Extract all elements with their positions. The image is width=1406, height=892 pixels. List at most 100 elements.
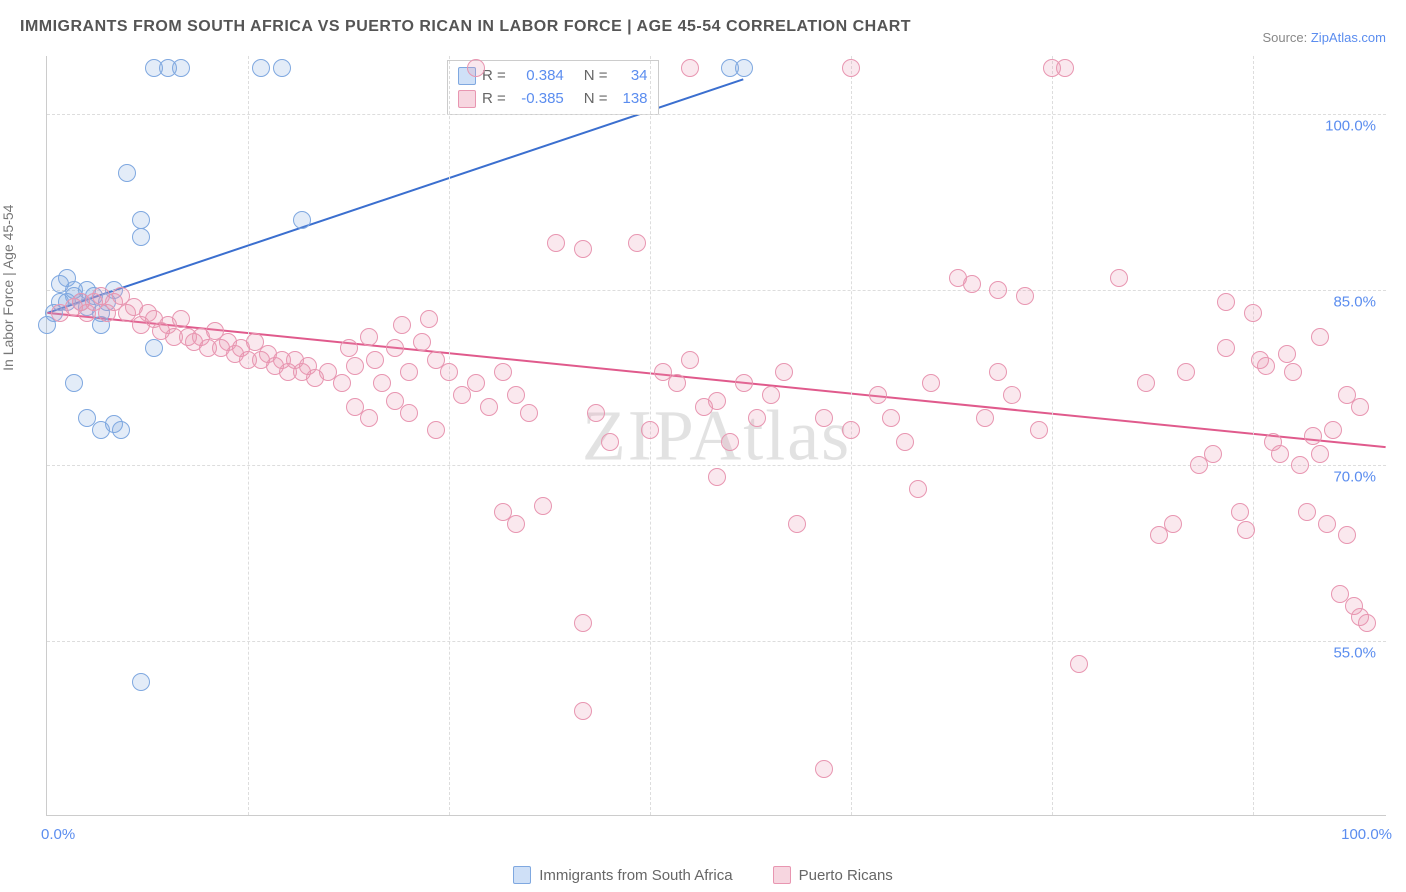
scatter-point-south_africa bbox=[172, 59, 190, 77]
scatter-point-south_africa bbox=[132, 673, 150, 691]
source-link[interactable]: ZipAtlas.com bbox=[1311, 30, 1386, 45]
scatter-point-puerto_rican bbox=[1137, 374, 1155, 392]
scatter-point-puerto_rican bbox=[775, 363, 793, 381]
scatter-point-puerto_rican bbox=[1043, 59, 1061, 77]
scatter-point-puerto_rican bbox=[340, 339, 358, 357]
scatter-point-puerto_rican bbox=[1311, 328, 1329, 346]
grid-line-horizontal bbox=[47, 290, 1386, 291]
scatter-point-puerto_rican bbox=[386, 392, 404, 410]
scatter-point-puerto_rican bbox=[1237, 521, 1255, 539]
scatter-point-puerto_rican bbox=[762, 386, 780, 404]
scatter-point-puerto_rican bbox=[949, 269, 967, 287]
scatter-point-south_africa bbox=[78, 281, 96, 299]
scatter-point-puerto_rican bbox=[78, 304, 96, 322]
scatter-point-south_africa bbox=[273, 59, 291, 77]
scatter-point-puerto_rican bbox=[869, 386, 887, 404]
plot-area: ZIPAtlas R =0.384N =34R =-0.385N =138 55… bbox=[46, 56, 1386, 816]
scatter-point-south_africa bbox=[92, 316, 110, 334]
scatter-point-puerto_rican bbox=[1291, 456, 1309, 474]
grid-line-vertical bbox=[248, 56, 249, 815]
scatter-point-puerto_rican bbox=[1110, 269, 1128, 287]
legend-swatch-icon bbox=[458, 90, 476, 108]
scatter-point-puerto_rican bbox=[1304, 427, 1322, 445]
scatter-point-south_africa bbox=[58, 293, 76, 311]
scatter-point-puerto_rican bbox=[467, 374, 485, 392]
scatter-point-puerto_rican bbox=[333, 374, 351, 392]
scatter-point-puerto_rican bbox=[185, 333, 203, 351]
legend-swatch-icon bbox=[458, 67, 476, 85]
legend-r-label: R = bbox=[482, 88, 506, 111]
scatter-point-puerto_rican bbox=[1278, 345, 1296, 363]
scatter-point-puerto_rican bbox=[815, 760, 833, 778]
x-tick-label: 100.0% bbox=[1341, 826, 1392, 843]
regression-line-puerto_rican bbox=[47, 313, 1385, 447]
scatter-point-south_africa bbox=[105, 415, 123, 433]
scatter-point-puerto_rican bbox=[963, 275, 981, 293]
scatter-point-puerto_rican bbox=[366, 351, 384, 369]
grid-line-vertical bbox=[1253, 56, 1254, 815]
source-prefix: Source: bbox=[1262, 30, 1310, 45]
scatter-point-south_africa bbox=[51, 275, 69, 293]
watermark-text: ZIPAtlas bbox=[582, 395, 851, 475]
scatter-point-puerto_rican bbox=[72, 293, 90, 311]
scatter-point-south_africa bbox=[65, 287, 83, 305]
scatter-point-puerto_rican bbox=[1264, 433, 1282, 451]
grid-line-horizontal bbox=[47, 641, 1386, 642]
scatter-point-puerto_rican bbox=[1311, 445, 1329, 463]
scatter-point-puerto_rican bbox=[400, 404, 418, 422]
scatter-point-puerto_rican bbox=[286, 351, 304, 369]
scatter-point-puerto_rican bbox=[989, 281, 1007, 299]
scatter-point-puerto_rican bbox=[145, 310, 163, 328]
scatter-point-puerto_rican bbox=[1331, 585, 1349, 603]
scatter-point-puerto_rican bbox=[748, 409, 766, 427]
scatter-point-puerto_rican bbox=[480, 398, 498, 416]
scatter-point-south_africa bbox=[145, 59, 163, 77]
scatter-point-puerto_rican bbox=[507, 386, 525, 404]
y-tick-label: 55.0% bbox=[1333, 644, 1376, 661]
scatter-point-puerto_rican bbox=[1358, 614, 1376, 632]
scatter-point-puerto_rican bbox=[494, 363, 512, 381]
scatter-point-puerto_rican bbox=[159, 316, 177, 334]
scatter-point-puerto_rican bbox=[1298, 503, 1316, 521]
scatter-point-puerto_rican bbox=[909, 480, 927, 498]
legend-r-value: -0.385 bbox=[512, 88, 564, 111]
scatter-point-south_africa bbox=[72, 293, 90, 311]
scatter-point-puerto_rican bbox=[293, 363, 311, 381]
legend-swatch-icon bbox=[773, 866, 791, 884]
scatter-point-puerto_rican bbox=[681, 59, 699, 77]
scatter-point-puerto_rican bbox=[1324, 421, 1342, 439]
scatter-point-south_africa bbox=[118, 164, 136, 182]
scatter-point-puerto_rican bbox=[1318, 515, 1336, 533]
scatter-point-south_africa bbox=[132, 228, 150, 246]
scatter-point-puerto_rican bbox=[165, 328, 183, 346]
scatter-point-south_africa bbox=[65, 374, 83, 392]
scatter-point-puerto_rican bbox=[1177, 363, 1195, 381]
scatter-point-puerto_rican bbox=[118, 304, 136, 322]
scatter-point-puerto_rican bbox=[708, 468, 726, 486]
scatter-point-puerto_rican bbox=[1070, 655, 1088, 673]
scatter-point-puerto_rican bbox=[1204, 445, 1222, 463]
scatter-point-puerto_rican bbox=[1231, 503, 1249, 521]
scatter-point-south_africa bbox=[105, 281, 123, 299]
scatter-point-puerto_rican bbox=[989, 363, 1007, 381]
scatter-point-south_africa bbox=[293, 211, 311, 229]
scatter-point-puerto_rican bbox=[494, 503, 512, 521]
scatter-point-south_africa bbox=[132, 211, 150, 229]
scatter-point-puerto_rican bbox=[306, 369, 324, 387]
scatter-point-puerto_rican bbox=[51, 304, 69, 322]
legend-swatch-icon bbox=[513, 866, 531, 884]
scatter-point-puerto_rican bbox=[587, 404, 605, 422]
scatter-point-south_africa bbox=[51, 293, 69, 311]
scatter-point-puerto_rican bbox=[132, 316, 150, 334]
scatter-point-puerto_rican bbox=[252, 351, 270, 369]
grid-line-horizontal bbox=[47, 465, 1386, 466]
scatter-point-puerto_rican bbox=[266, 357, 284, 375]
scatter-point-puerto_rican bbox=[708, 392, 726, 410]
scatter-point-puerto_rican bbox=[273, 351, 291, 369]
scatter-point-puerto_rican bbox=[1016, 287, 1034, 305]
scatter-point-puerto_rican bbox=[420, 310, 438, 328]
legend-item-puerto_rican: Puerto Ricans bbox=[773, 866, 893, 884]
scatter-point-puerto_rican bbox=[547, 234, 565, 252]
scatter-point-puerto_rican bbox=[139, 304, 157, 322]
scatter-point-puerto_rican bbox=[1164, 515, 1182, 533]
